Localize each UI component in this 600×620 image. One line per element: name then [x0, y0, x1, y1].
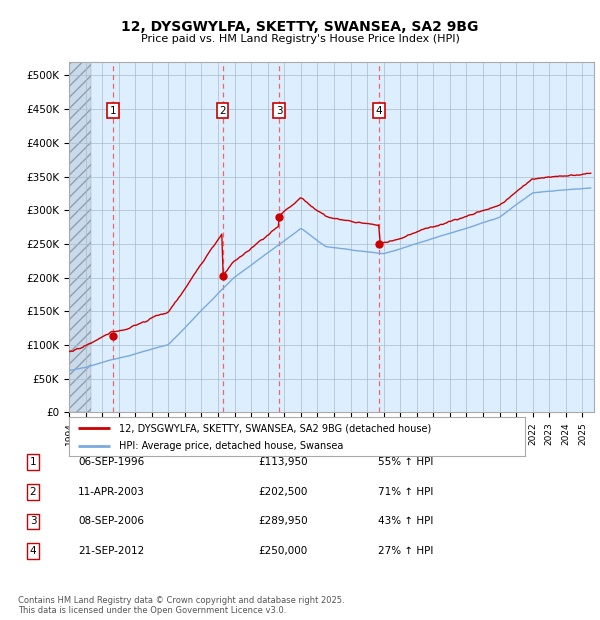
- Text: 08-SEP-2006: 08-SEP-2006: [78, 516, 144, 526]
- Text: 4: 4: [376, 105, 382, 115]
- Text: 1: 1: [29, 457, 37, 467]
- Text: 2: 2: [29, 487, 37, 497]
- Text: 21-SEP-2012: 21-SEP-2012: [78, 546, 144, 556]
- Text: 12, DYSGWYLFA, SKETTY, SWANSEA, SA2 9BG (detached house): 12, DYSGWYLFA, SKETTY, SWANSEA, SA2 9BG …: [119, 423, 431, 433]
- Bar: [69, 62, 91, 412]
- Text: £113,950: £113,950: [258, 457, 308, 467]
- Text: 2: 2: [219, 105, 226, 115]
- Text: 3: 3: [29, 516, 37, 526]
- Text: 06-SEP-1996: 06-SEP-1996: [78, 457, 144, 467]
- Text: 27% ↑ HPI: 27% ↑ HPI: [378, 546, 433, 556]
- Text: 43% ↑ HPI: 43% ↑ HPI: [378, 516, 433, 526]
- Text: 1: 1: [110, 105, 116, 115]
- Text: £202,500: £202,500: [258, 487, 307, 497]
- Text: 3: 3: [275, 105, 283, 115]
- Text: 4: 4: [29, 546, 37, 556]
- Text: Contains HM Land Registry data © Crown copyright and database right 2025.
This d: Contains HM Land Registry data © Crown c…: [18, 596, 344, 615]
- Text: Price paid vs. HM Land Registry's House Price Index (HPI): Price paid vs. HM Land Registry's House …: [140, 34, 460, 44]
- Text: 12, DYSGWYLFA, SKETTY, SWANSEA, SA2 9BG: 12, DYSGWYLFA, SKETTY, SWANSEA, SA2 9BG: [121, 20, 479, 33]
- Text: £250,000: £250,000: [258, 546, 307, 556]
- Text: 71% ↑ HPI: 71% ↑ HPI: [378, 487, 433, 497]
- Text: HPI: Average price, detached house, Swansea: HPI: Average price, detached house, Swan…: [119, 441, 344, 451]
- Text: 11-APR-2003: 11-APR-2003: [78, 487, 145, 497]
- Text: £289,950: £289,950: [258, 516, 308, 526]
- Text: 55% ↑ HPI: 55% ↑ HPI: [378, 457, 433, 467]
